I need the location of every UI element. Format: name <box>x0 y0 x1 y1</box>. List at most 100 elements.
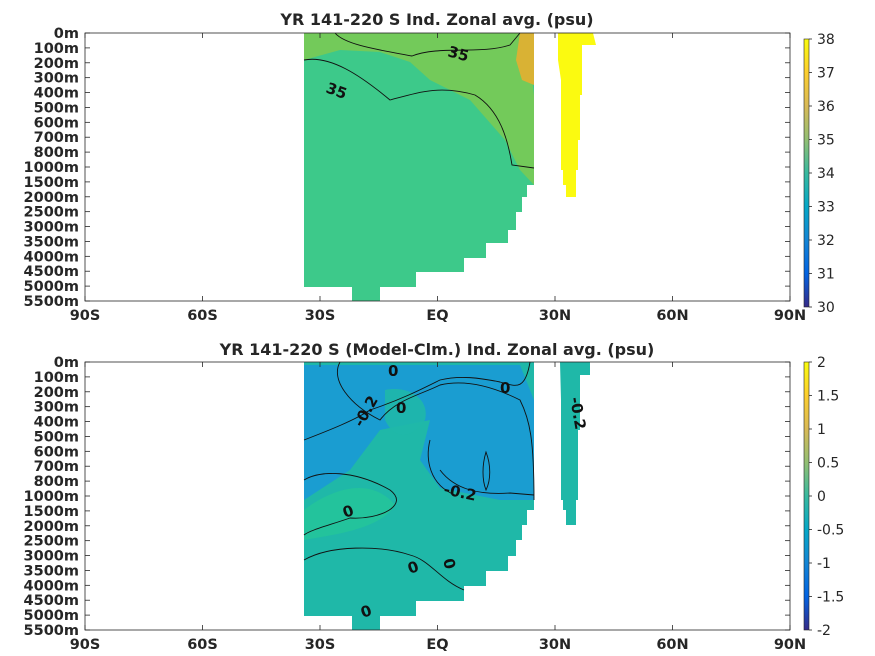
colorbar-ticks-1: 30 31 32 33 34 35 36 37 38 <box>809 32 835 316</box>
y-tick-label: 3500m <box>24 563 79 579</box>
contour-0-a <box>303 472 397 536</box>
x-tick-label: 30N <box>539 308 571 324</box>
y-tick-label: 600m <box>34 115 79 131</box>
x-tick-label: 90S <box>70 308 101 324</box>
colorbar-tick-label: 30 <box>817 300 835 316</box>
colorbar-tick-label: 32 <box>817 233 835 249</box>
y-tick-label: 4500m <box>24 264 79 280</box>
contour-0-e <box>482 450 491 492</box>
anomaly-low-1 <box>304 365 534 500</box>
contour-label-2b: 0 <box>500 379 510 397</box>
y-tick-label: 200m <box>34 56 79 72</box>
colorbar-tick-label: 0 <box>817 489 826 505</box>
contour-label-1a: 35 <box>446 42 471 65</box>
contour-35-b <box>334 33 521 57</box>
chart-title-2: YR 141-220 S (Model-Clm.) Ind. Zonal avg… <box>219 340 655 359</box>
x-tick-label: 90N <box>774 308 806 324</box>
y-tick-label: 300m <box>34 400 79 416</box>
y-tick-label: 3500m <box>24 234 79 250</box>
x-tick-label: 30S <box>305 637 336 653</box>
colorbar-tick-label: 1.5 <box>817 389 839 405</box>
y-tick-label: 0m <box>54 26 79 42</box>
contour-0-c <box>303 362 531 441</box>
colorbar-tick-label: -1 <box>817 556 831 572</box>
y-tick-label: 1000m <box>24 489 79 505</box>
contour-0-d <box>427 439 456 496</box>
x-tick-label: 60S <box>187 637 218 653</box>
colorbar-tick-label: -0.5 <box>817 523 844 539</box>
colorbar-ticks-2: 2 1.5 1 0.5 0 -0.5 -1 -1.5 -2 <box>809 355 844 639</box>
y-tick-label: 1500m <box>24 504 79 520</box>
colorbar-tick-label: 31 <box>817 267 835 283</box>
y-tick-label: 0m <box>54 355 79 371</box>
x-tick-label: 60N <box>656 637 688 653</box>
chart-title-1: YR 141-220 S Ind. Zonal avg. (psu) <box>279 10 593 29</box>
y-tick-label: 600m <box>34 444 79 460</box>
y-axis-2: 0m100m200m300m400m500m600m700m800m1000m1… <box>24 355 790 639</box>
heatmap-2: 0 0 0 -0.2 -0.2 0 0 0 0 -0.2 <box>303 362 590 630</box>
y-tick-label: 200m <box>34 385 79 401</box>
x-tick-label: 90N <box>774 637 806 653</box>
anomaly-gulf <box>560 362 590 525</box>
y-tick-label: 800m <box>34 145 79 161</box>
x-tick-label: 30N <box>539 637 571 653</box>
colorbar-tick-label: 0.5 <box>817 456 839 472</box>
y-tick-label: 500m <box>34 429 79 445</box>
y-tick-label: 2500m <box>24 205 79 221</box>
y-tick-label: 2500m <box>24 534 79 550</box>
colorbar-1 <box>803 38 810 308</box>
red-sea-patch <box>516 33 534 85</box>
y-tick-label: 4000m <box>24 249 79 265</box>
colorbar-tick-label: -1.5 <box>817 590 844 606</box>
y-tick-label: 400m <box>34 86 79 102</box>
y-tick-label: 3000m <box>24 549 79 565</box>
colorbar-2 <box>803 361 810 631</box>
x-tick-label: 90S <box>70 637 101 653</box>
panel-anomaly: YR 141-220 S (Model-Clm.) Ind. Zonal avg… <box>24 340 845 653</box>
persian-gulf-patch <box>558 33 596 197</box>
contour-label-2c: 0 <box>396 399 406 417</box>
y-tick-label: 700m <box>34 459 79 475</box>
panel-salinity: YR 141-220 S Ind. Zonal avg. (psu) 35 35… <box>24 10 835 324</box>
y-tick-label: 3000m <box>24 220 79 236</box>
y-tick-label: 100m <box>34 370 79 386</box>
colorbar-tick-label: 1 <box>817 422 826 438</box>
y-tick-label: 800m <box>34 474 79 490</box>
y-tick-label: 2000m <box>24 190 79 206</box>
y-tick-label: 100m <box>34 41 79 57</box>
y-tick-label: 5000m <box>24 608 79 624</box>
salty-tongue-1 <box>304 33 534 185</box>
colorbar-tick-label: 2 <box>817 355 826 371</box>
contour-label-2g: 0 <box>439 556 459 571</box>
colorbar-tick-label: 34 <box>817 166 835 182</box>
anomaly-near-zero-2 <box>304 488 395 540</box>
contour-label-2j: -0.2 <box>566 396 589 431</box>
colorbar-tick-label: 33 <box>817 200 835 216</box>
x-tick-label: 60N <box>656 308 688 324</box>
y-tick-label: 2000m <box>24 519 79 535</box>
contour-neg02 <box>336 362 535 501</box>
y-tick-label: 400m <box>34 415 79 431</box>
y-tick-label: 700m <box>34 130 79 146</box>
heatmap-1: 35 35 <box>303 33 596 301</box>
y-tick-label: 4500m <box>24 593 79 609</box>
colorbar-tick-label: -2 <box>817 623 831 639</box>
y-axis-1: 0m100m200m300m400m500m600m700m800m1000m1… <box>24 26 790 310</box>
y-tick-label: 1000m <box>24 160 79 176</box>
y-tick-label: 300m <box>34 71 79 87</box>
contour-35-a <box>303 58 535 169</box>
contour-0-b <box>303 547 465 591</box>
y-tick-label: 5000m <box>24 279 79 295</box>
colorbar-tick-label: 36 <box>817 99 835 115</box>
contour-label-2a: 0 <box>388 362 398 380</box>
x-tick-label: EQ <box>426 308 448 324</box>
y-tick-label: 4000m <box>24 578 79 594</box>
x-tick-label: 30S <box>305 308 336 324</box>
colorbar-tick-label: 38 <box>817 32 835 48</box>
y-tick-label: 500m <box>34 100 79 116</box>
x-axis-1: 90S 60S 30S EQ 30N 60N 90N <box>70 33 806 324</box>
y-tick-label: 1500m <box>24 175 79 191</box>
x-axis-2: 90S 60S 30S EQ 30N 60N 90N <box>70 362 806 653</box>
x-tick-label: 60S <box>187 308 218 324</box>
